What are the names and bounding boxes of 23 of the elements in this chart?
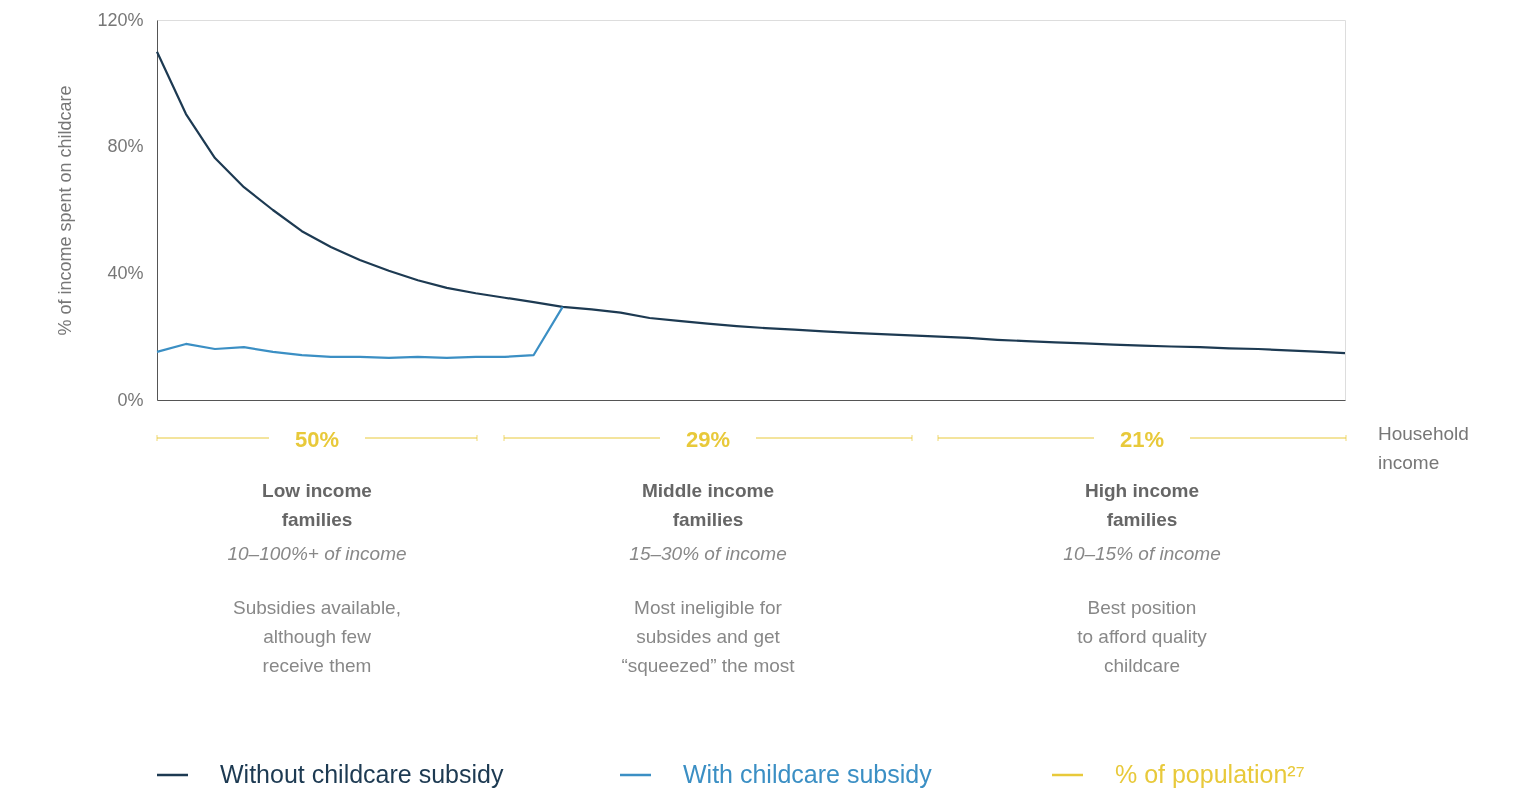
text: 21% xyxy=(1119,427,1165,452)
text: High income families xyxy=(1084,480,1200,530)
text: 10–100%+ of income xyxy=(227,543,407,564)
text: Middle income families xyxy=(642,480,774,530)
y-tick-label: 80% xyxy=(107,136,144,157)
text: 15–30% of income xyxy=(629,543,787,564)
legend-label: With childcare subsidy xyxy=(683,760,933,788)
legend-label: Without childcare subsidy xyxy=(220,760,504,788)
x-axis-title: Household income xyxy=(1378,423,1469,473)
text: % of population²⁷ xyxy=(1115,760,1305,788)
y-axis-title: % of income spent on childcare xyxy=(55,85,76,336)
text: Most ineligible for subsides and get “squeezed” the most xyxy=(621,597,796,676)
line-series xyxy=(155,305,564,359)
text: 10–15% of income xyxy=(1063,543,1221,564)
text: Low income families xyxy=(262,480,372,530)
y-tick-label: 120% xyxy=(97,9,144,30)
y-tick-label: 0% xyxy=(117,389,144,410)
text: Best position to afford quality childcare xyxy=(1077,597,1208,676)
y-tick-label: 40% xyxy=(107,262,144,283)
text: 29% xyxy=(685,427,731,452)
text: Subsidies available, although few receive them xyxy=(233,597,401,676)
line-series xyxy=(155,50,1347,355)
text: 50% xyxy=(294,427,340,452)
